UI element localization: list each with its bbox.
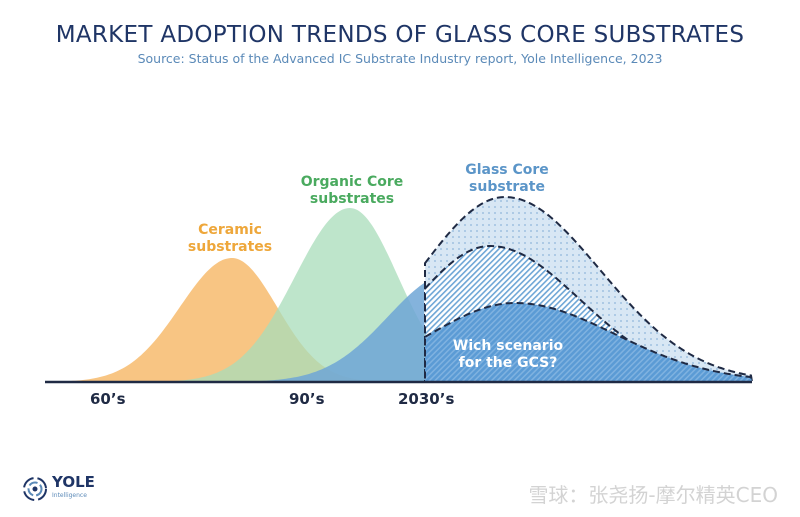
watermark: 雪球：张尧扬-摩尔精英CEO — [528, 483, 778, 507]
scenario-low-curve — [424, 302, 754, 383]
subtitle: Source: Status of the Advanced IC Substr… — [137, 51, 663, 66]
page-title: MARKET ADOPTION TRENDS OF GLASS CORE SUB… — [55, 22, 745, 48]
tick-60s: 60’s — [90, 390, 126, 408]
ceramic-label: Ceramic substrates — [188, 222, 272, 255]
logo-name: YOLE — [52, 473, 95, 491]
scenario-question: Wich scenario for the GCS? — [453, 338, 564, 371]
glass-rise-curve — [200, 283, 425, 382]
tick-90s: 90’s — [289, 390, 325, 408]
tick-2030s: 2030’s — [398, 390, 454, 408]
yole-logo-icon — [23, 477, 47, 501]
logo-sub: Intelligence — [52, 492, 87, 499]
glass-label: Glass Core substrate — [465, 162, 549, 195]
yole-logo: YOLE Intelligence — [22, 475, 95, 503]
organic-label: Organic Core substrates — [301, 174, 404, 207]
